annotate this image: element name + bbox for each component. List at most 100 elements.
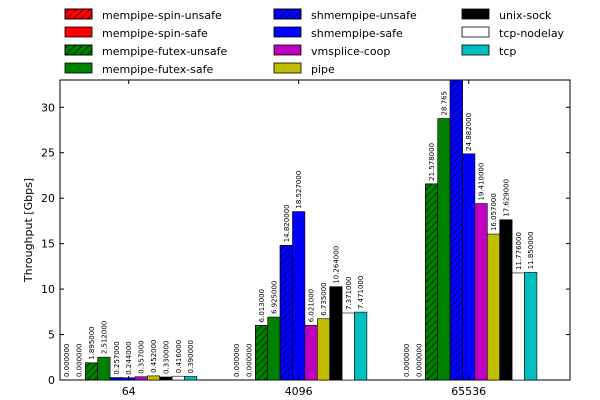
legend-label: shmempipe-unsafe <box>311 9 417 22</box>
bar-unix-sock-4096 <box>329 286 343 380</box>
data-label: 0.000000 <box>403 344 411 377</box>
legend-label: pipe <box>311 63 335 76</box>
data-label: 0.000000 <box>76 344 84 377</box>
legend-item-mempipe-futex-unsafe: mempipe-futex-unsafe <box>64 44 227 58</box>
data-label: 6.021000 <box>308 289 316 322</box>
data-label: 7.371000 <box>345 277 353 310</box>
y-tick-label: 0 <box>48 374 55 387</box>
data-label: 24.882000 <box>465 113 473 151</box>
data-label: 17.629000 <box>502 179 510 217</box>
legend: mempipe-spin-unsafe mempipe-spin-safe memp… <box>64 8 565 76</box>
legend-item-shmempipe-unsafe: shmempipe-unsafe <box>273 8 417 22</box>
legend-swatch-hatch <box>64 44 93 56</box>
data-label: 21.578000 <box>428 143 436 181</box>
bar-pipe-64 <box>147 375 161 380</box>
data-label: 0.000000 <box>233 344 241 377</box>
legend-label: shmempipe-safe <box>311 27 403 40</box>
legend-label: mempipe-spin-unsafe <box>102 9 222 22</box>
legend-item-vmsplice-coop: vmsplice-coop <box>273 44 390 58</box>
legend-item-unix-sock: unix-sock <box>461 8 552 22</box>
bar-shmempipe-unsafe-4096-hatch <box>279 244 293 380</box>
legend-label: mempipe-futex-safe <box>102 63 214 76</box>
y-tick-label: 15 <box>41 238 55 251</box>
data-label: 14.820000 <box>283 204 291 242</box>
bar-shmempipe-safe-4096 <box>292 211 306 380</box>
legend-item-pipe: pipe <box>273 62 335 76</box>
bar-tcp-nodelay-65536 <box>511 272 525 380</box>
legend-swatch <box>461 44 490 56</box>
bar-tcp-nodelay-64 <box>171 375 185 380</box>
data-label: 11.850000 <box>527 231 535 269</box>
y-tick-label: 30 <box>41 101 55 114</box>
data-label: 0.390000 <box>187 340 195 373</box>
legend-item-mempipe-spin-safe: mempipe-spin-safe <box>64 26 208 40</box>
data-label: 0.000000 <box>63 344 71 377</box>
data-label: 28.765 <box>440 91 448 116</box>
legend-label: mempipe-spin-safe <box>102 27 208 40</box>
bar-mempipe-futex-unsafe-65536-hatch <box>424 183 438 380</box>
bar-vmsplice-coop-4096 <box>304 324 318 380</box>
data-label: 0.452000 <box>150 339 158 372</box>
data-label: 19.410000 <box>478 163 486 201</box>
y-tick-label: 20 <box>41 192 55 205</box>
data-label: 0.257000 <box>113 341 121 374</box>
bar-unix-sock-65536 <box>499 219 513 380</box>
data-label: 0.357000 <box>138 340 146 373</box>
data-label: 16.057000 <box>490 193 498 231</box>
data-label: 6.013000 <box>258 289 266 322</box>
bar-mempipe-futex-unsafe-64-hatch <box>85 362 99 380</box>
bar-shmempipe-safe-65536 <box>462 153 476 380</box>
x-tick-label: 64 <box>122 385 136 398</box>
x-tick-label: 65536 <box>451 385 486 398</box>
legend-swatch <box>64 62 93 74</box>
bar-pipe-4096 <box>316 318 330 380</box>
bar-pipe-65536 <box>486 233 500 380</box>
data-label: 0.000000 <box>416 344 424 377</box>
legend-swatch <box>273 44 302 56</box>
bar-tcp-4096 <box>354 311 368 380</box>
legend-label: unix-sock <box>499 9 552 22</box>
bar-vmsplice-coop-64 <box>134 376 148 380</box>
legend-item-shmempipe-safe: shmempipe-safe <box>273 26 403 40</box>
y-tick-label: 25 <box>41 147 55 160</box>
data-label: 2.512000 <box>100 321 108 354</box>
data-label: 7.471000 <box>357 276 365 309</box>
legend-swatch <box>64 26 93 38</box>
plot-area: 0.000000 0.000000 1.895000 2.512000 0.257000… <box>41 79 571 398</box>
y-tick-label: 10 <box>41 283 55 296</box>
legend-item-tcp: tcp <box>461 44 516 58</box>
x-tick-label: 4096 <box>285 385 313 398</box>
data-label: 0.000000 <box>246 344 254 377</box>
bar-mempipe-futex-safe-65536 <box>437 118 451 380</box>
data-label: 11.776000 <box>515 232 523 270</box>
bar-tcp-65536 <box>524 271 538 380</box>
bar-mempipe-futex-unsafe-4096-hatch <box>255 325 269 380</box>
legend-item-tcp-nodelay: tcp-nodelay <box>461 26 565 40</box>
bar-shmempipe-unsafe-64-hatch <box>109 377 123 380</box>
legend-swatch-hatch <box>64 8 93 20</box>
legend-swatch <box>273 62 302 74</box>
legend-swatch <box>273 26 302 38</box>
data-label: 6.735000 <box>320 282 328 315</box>
data-label: 1.895000 <box>88 326 96 359</box>
bar-unix-sock-64 <box>159 376 173 380</box>
bar-mempipe-futex-safe-4096 <box>267 316 281 380</box>
legend-swatch <box>461 8 490 20</box>
data-label: 10.264000 <box>332 246 340 284</box>
data-label: 6.925000 <box>270 281 278 314</box>
y-axis-label: Throughput [Gbps] <box>22 178 35 283</box>
legend-label: tcp-nodelay <box>499 27 565 40</box>
bar-vmsplice-coop-65536 <box>474 203 488 380</box>
bar-tcp-64 <box>184 376 198 380</box>
data-label: 18.527000 <box>295 171 303 209</box>
bar-shmempipe-unsafe-65536-hatch <box>449 80 463 380</box>
data-label: 0.330000 <box>162 341 170 374</box>
legend-label: mempipe-futex-unsafe <box>102 45 227 58</box>
bar-mempipe-futex-safe-64 <box>97 356 111 380</box>
bars <box>85 80 538 380</box>
legend-label: vmsplice-coop <box>311 45 390 58</box>
legend-label: tcp <box>499 45 516 58</box>
data-label: 0.244000 <box>125 341 133 374</box>
legend-item-mempipe-futex-safe: mempipe-futex-safe <box>64 62 214 76</box>
